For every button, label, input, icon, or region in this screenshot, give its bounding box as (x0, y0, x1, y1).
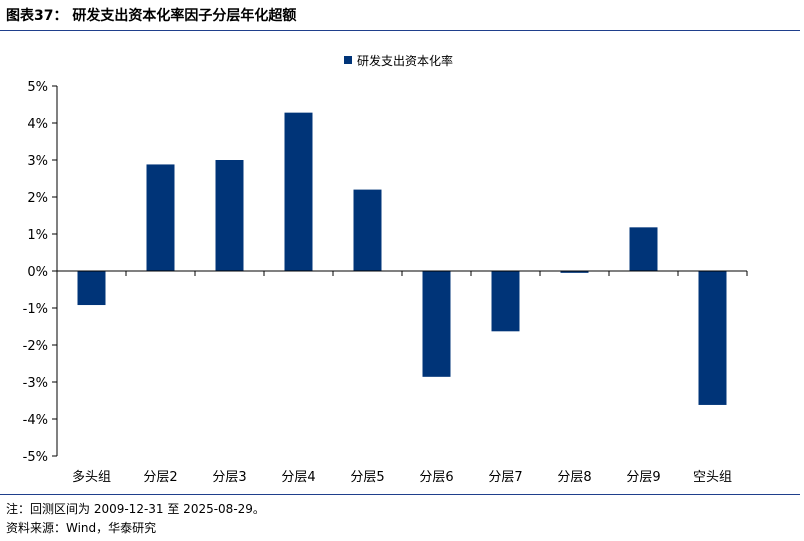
x-tick-label: 分层2 (143, 470, 177, 485)
bar-3 (215, 160, 244, 271)
legend: 研发支出资本化率 (344, 53, 453, 68)
bar-9 (629, 227, 658, 271)
x-axis: 多头组 分层2 分层3 分层4 分层5 分层6 分层7 分层8 分层9 空头组 (56, 270, 748, 485)
y-tick-label: -3% (23, 376, 48, 391)
bar-4 (284, 112, 313, 271)
bar-7 (491, 271, 520, 332)
legend-label: 研发支出资本化率 (357, 53, 453, 68)
x-tick-label: 分层4 (281, 470, 315, 485)
x-tick-label: 分层9 (626, 470, 660, 485)
y-axis: -5% -4% -3% -2% -1% 0% 1% 2% 3% 4% 5% (23, 80, 58, 465)
x-tick-label: 分层3 (212, 470, 246, 485)
y-tick-label: 5% (27, 80, 48, 95)
bar-2 (146, 164, 175, 271)
y-tick-label: 2% (27, 191, 48, 206)
page-title: 图表37： 研发支出资本化率因子分层年化超额 (6, 8, 297, 24)
legend-swatch (344, 56, 352, 64)
title-divider (0, 30, 800, 31)
x-tick-label: 分层7 (488, 470, 522, 485)
y-tick-label: -4% (23, 413, 48, 428)
y-tick-label: -5% (23, 450, 48, 465)
bar-5 (353, 189, 382, 271)
y-tick-label: 3% (27, 154, 48, 169)
y-tick-label: 1% (27, 228, 48, 243)
y-tick-label: 4% (27, 117, 48, 132)
footer-divider (0, 494, 800, 495)
x-tick-label: 空头组 (693, 470, 732, 485)
footnote: 注：回测区间为 2009-12-31 至 2025-08-29。 (6, 502, 265, 516)
y-tick-label: -1% (23, 302, 48, 317)
x-tick-label: 多头组 (72, 469, 111, 485)
bar-10 (698, 271, 727, 405)
x-tick-label: 分层6 (419, 470, 453, 485)
bar-6 (422, 271, 451, 377)
source-note: 资料来源：Wind，华泰研究 (6, 521, 157, 535)
bar-8 (560, 271, 589, 273)
x-tick-label: 分层5 (350, 470, 384, 485)
y-tick-label: 0% (27, 265, 48, 280)
y-tick-label: -2% (23, 339, 48, 354)
x-tick-label: 分层8 (557, 470, 591, 485)
bar-1 (77, 271, 106, 306)
bars (77, 112, 727, 405)
